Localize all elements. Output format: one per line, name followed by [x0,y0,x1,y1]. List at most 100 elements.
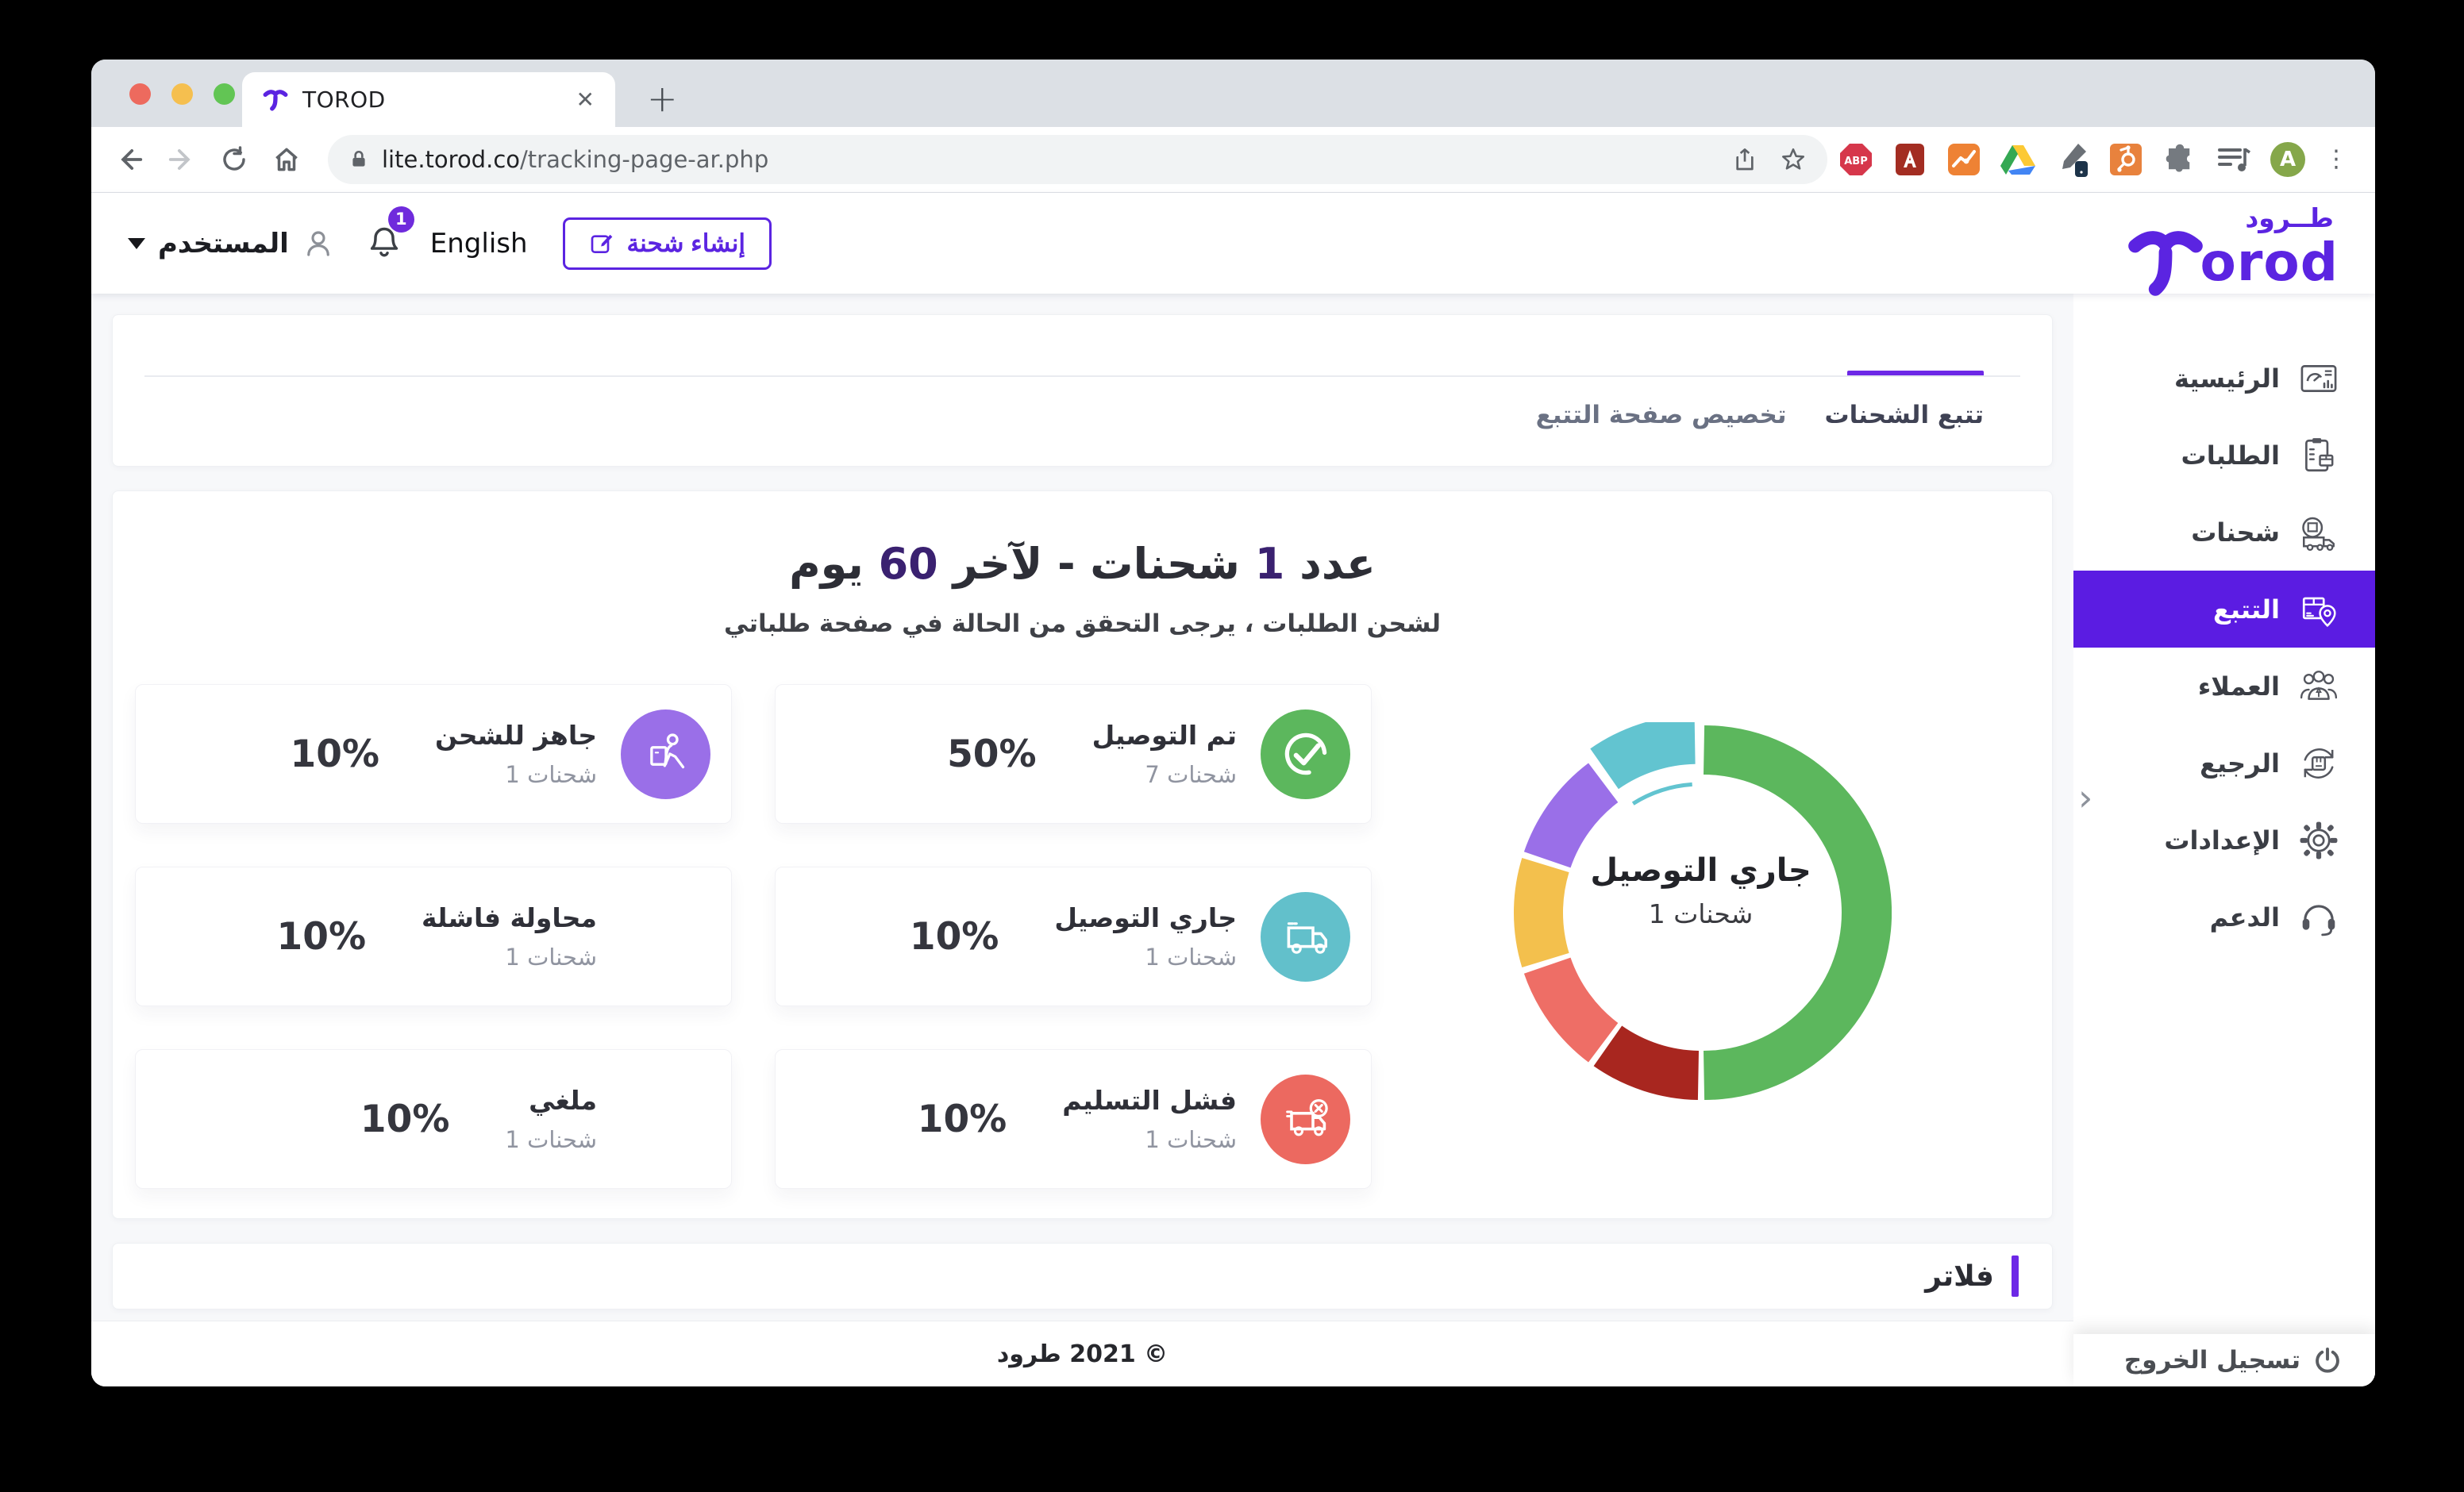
status-card-failed-attempt: محاولة فاشلة 1 شحنات 10% [135,867,732,1006]
filters-title: فلاتر [1925,1259,1994,1293]
torod-logo: طــرود orod [2127,202,2339,297]
notification-badge: 1 [387,206,414,233]
clipboard-orders-icon [2299,436,2339,475]
back-icon[interactable] [114,144,145,175]
dashboard-icon [2299,359,2339,398]
forward-icon[interactable] [166,144,198,175]
bookmark-star-icon[interactable] [1780,146,1807,173]
page-body: الرئيسية الطلبات شحنات التتبع [91,294,2375,1386]
status-title: محاولة فاشلة [422,902,597,933]
tab-close-icon[interactable]: ✕ [576,87,595,113]
tabs-divider [144,375,2020,377]
shipments-stats-card: عدد 1 شحنات - لآخر 60 يوم لشحن الطلبات ،… [112,490,2053,1219]
analytics-extension-icon[interactable] [1946,142,1981,177]
tracking-package-pin-icon [2299,590,2339,629]
status-count: 1 شحنات [1145,1126,1237,1153]
shipment-count-number: 1 [1254,539,1285,589]
drive-extension-icon[interactable] [2000,142,2035,177]
reload-icon[interactable] [218,144,250,175]
tab-customize-tracking-page[interactable]: تخصيص صفحة التتبع [1535,401,1787,429]
sidebar-item-shipments[interactable]: شحنات [2073,494,2375,571]
share-icon[interactable] [1732,146,1758,173]
sidebar-item-customers[interactable]: العملاء [2073,648,2375,725]
status-title: ملغي [529,1085,597,1116]
sidebar-item-support[interactable]: الدعم [2073,879,2375,956]
extensions-row: ABP A ⋮ [1838,142,2348,177]
app-header: المستخدم 1 English إنشاء شحنة طــرود [91,193,2375,297]
status-title: جاري التوصيل [1054,902,1237,933]
svg-text:ABP: ABP [1844,156,1868,167]
person-icon [306,230,329,256]
status-percent: 10% [290,732,380,776]
address-bar[interactable]: lite.torod.co/tracking-page-ar.php [328,135,1827,184]
customers-people-icon [2299,667,2339,706]
tracking-tabs-card: تتبع الشحنات تخصيص صفحة التتبع [112,314,2053,467]
chevron-down-icon [128,237,145,249]
truck-shipments-icon [2299,513,2339,552]
status-count: 7 شحنات [1145,761,1237,788]
sidebar-item-settings[interactable]: الإعدادات [2073,802,2375,879]
status-card-ready-to-ship: جاهز للشحن 1 شحنات 10% [135,684,732,824]
stats-title: عدد 1 شحنات - لآخر 60 يوم [789,539,1376,589]
status-percent: 10% [909,914,999,959]
adblock-extension-icon[interactable]: ABP [1838,142,1873,177]
logout-label: تسجيل الخروج [2123,1346,2300,1375]
power-icon [2316,1347,2339,1373]
logo-arabic: طــرود [2245,202,2334,233]
status-card-cancelled: ملغي 1 شحنات 10% [135,1049,732,1189]
bell-icon [370,227,398,256]
gear-icon [2299,821,2339,860]
status-title: جاهز للشحن [435,720,597,751]
cards-wrap: تتبع الشحنات تخصيص صفحة التتبع عدد 1 شحن… [91,294,2073,1321]
donut-chart[interactable] [1511,714,1892,1103]
user-menu[interactable]: المستخدم [128,227,335,260]
pdf-extension-icon[interactable] [1892,142,1927,177]
traffic-lights[interactable] [129,83,235,105]
zoom-window-button[interactable] [214,83,235,105]
status-title: فشل التسليم [1062,1085,1237,1116]
sidebar-item-label: شحنات [2191,517,2280,548]
sidebar-item-home[interactable]: الرئيسية [2073,340,2375,417]
notifications-bell[interactable]: 1 [367,206,414,263]
logout-button[interactable]: تسجيل الخروج [2073,1334,2375,1386]
profile-avatar[interactable]: A [2270,142,2305,177]
browser-tabstrip: TOROD ✕ + [91,60,2375,127]
home-icon[interactable] [271,144,302,175]
status-percent: 10% [276,914,367,959]
sidebar-item-label: العملاء [2197,671,2280,702]
status-cards-grid: تم التوصيل 7 شحنات 50% جاهز للشحن 1 شحنات … [135,684,1372,1189]
status-count: 1 شحنات [1145,944,1237,971]
browser-window: TOROD ✕ + lite.torod.co/tracking-page-ar… [91,60,2375,1386]
status-count: 1 شحنات [505,761,597,788]
sidebar-item-returns[interactable]: الرجيع [2073,725,2375,802]
extensions-puzzle-icon[interactable] [2162,142,2197,177]
sidebar-item-label: التتبع [2212,594,2280,625]
logo-wordmark: orod [2200,231,2339,293]
status-percent: 10% [917,1097,1007,1141]
hubspot-extension-icon[interactable] [2108,142,2143,177]
sidebar-collapse-chevron[interactable]: ‹ [2078,776,2093,819]
headset-icon [2299,898,2339,937]
language-switch[interactable]: English [429,227,528,260]
new-tab-button[interactable]: + [647,77,678,120]
colorpicker-extension-icon[interactable] [2054,142,2089,177]
sidebar-item-orders[interactable]: الطلبات [2073,417,2375,494]
tab-track-shipments[interactable]: تتبع الشحنات [1824,401,1984,429]
stats-subtitle: لشحن الطلبات ، يرجى التحقق من الحالة في … [723,609,1442,638]
sidebar-item-tracking[interactable]: التتبع [2073,571,2375,648]
minimize-window-button[interactable] [171,83,193,105]
playlist-extension-icon[interactable] [2216,142,2251,177]
sidebar-item-label: الرجيع [2200,748,2280,779]
close-window-button[interactable] [129,83,151,105]
browser-tab[interactable]: TOROD ✕ [242,72,615,127]
days-number: 60 [878,539,938,589]
browser-menu-icon[interactable]: ⋮ [2324,144,2348,173]
returns-icon [2299,744,2339,783]
status-percent: 50% [947,732,1037,776]
status-percent: 10% [360,1097,450,1141]
filters-card: فلاتر [112,1243,2053,1309]
edit-pencil-icon [591,234,612,253]
tab-title: TOROD [302,87,386,113]
url-text: lite.torod.co/tracking-page-ar.php [382,146,769,173]
create-shipment-button[interactable]: إنشاء شحنة [562,217,772,270]
